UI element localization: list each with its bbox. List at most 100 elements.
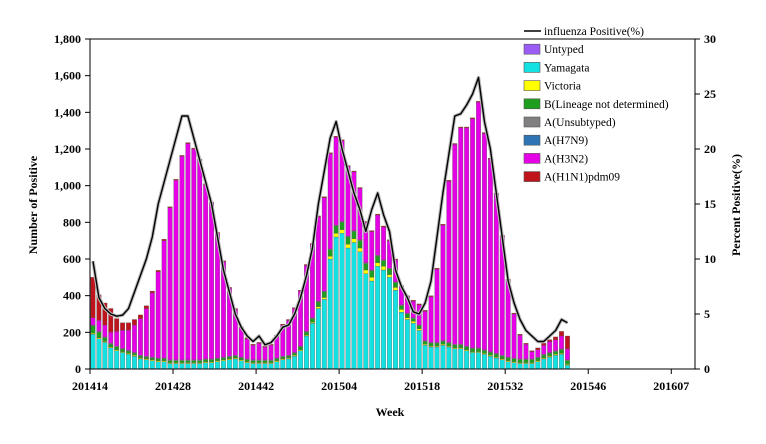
bar-segment-a-h1n1-pdm09-64	[470, 117, 475, 119]
bar-segment-a-h3n2--73	[523, 344, 529, 360]
legend-swatch-6	[523, 134, 541, 146]
legend-label-6: A(H7N9)	[544, 135, 588, 147]
bar-segment-b-lineage-not-determined--40	[327, 249, 333, 257]
bar-segment-yamagata-42	[339, 233, 345, 370]
y-tick-label-6: 1,200	[54, 142, 81, 156]
bar-segment-a-h1n1-pdm09-63	[464, 126, 470, 129]
y-tick-label-0: 0	[75, 362, 81, 376]
bar-segment-b-lineage-not-determined--55	[416, 325, 422, 329]
y2-tick-label-2: 10	[704, 252, 716, 266]
bar-segment-b-lineage-not-determined--46	[363, 263, 369, 271]
bar-segment-a-h3n2--65	[476, 102, 481, 349]
bar-segment-yamagata-45	[357, 251, 363, 370]
bar-segment-a-h3n2--75	[535, 349, 541, 358]
bar-segment-a-h1n1-pdm09-47	[369, 230, 375, 232]
bar-segment-a-h1n1-pdm09-74	[529, 350, 535, 352]
bar-segment-b-lineage-not-determined--25	[238, 357, 244, 360]
bar-segment-a-h1n1-pdm09-61	[452, 143, 458, 145]
bar-segment-b-lineage-not-determined--23	[226, 356, 232, 360]
bar-segment-a-h3n2--13	[167, 207, 173, 360]
bar-segment-yamagata-40	[327, 258, 333, 370]
x-tick-label-2: 201442	[238, 379, 274, 393]
bar-segment-victoria-40	[327, 256, 333, 260]
bar-segment-a-h1n1-pdm09-11	[155, 270, 161, 272]
bar-segment-victoria-55	[416, 328, 422, 331]
bar-segment-a-h3n2--47	[369, 231, 375, 271]
bar-segment-yamagata-68	[493, 357, 499, 370]
bar-segment-yamagata-20	[209, 362, 214, 370]
bar-segment-a-h3n2--11	[155, 271, 161, 359]
bar-segment-b-lineage-not-determined--22	[221, 357, 226, 360]
bar-segment-b-lineage-not-determined--48	[375, 256, 381, 263]
bar-segment-yamagata-9	[143, 359, 149, 370]
bar-segment-yamagata-14	[173, 363, 179, 370]
bar-segment-a-h1n1-pdm09-76	[541, 343, 547, 346]
legend-swatch-2	[523, 62, 541, 73]
bar-segment-a-h1n1-pdm09-54	[410, 300, 416, 302]
bar-segment-a-h1n1-pdm09-73	[523, 343, 529, 345]
legend-label-5: A(Unsubtyped)	[544, 117, 616, 129]
bar-segment-b-lineage-not-determined--61	[452, 345, 458, 349]
x-tick-label-0: 201414	[72, 379, 108, 393]
bar-segment-yamagata-43	[345, 247, 351, 370]
bar-segment-a-h1n1-pdm09-60	[446, 180, 452, 182]
bar-segment-yamagata-61	[452, 348, 458, 370]
bar-segment-a-h1n1-pdm09-7	[132, 319, 137, 326]
bar-segment-yamagata-28	[256, 363, 262, 370]
line-layer	[91, 75, 569, 347]
bar-segment-yamagata-24	[232, 358, 238, 370]
bar-segment-a-h3n2--38	[315, 216, 321, 302]
bar-segment-b-lineage-not-determined--54	[410, 318, 416, 322]
bar-segment-a-h1n1-pdm09-78	[553, 336, 559, 340]
bar-segment-a-h1n1-pdm09-62	[458, 126, 464, 129]
y2-tick-label-5: 25	[704, 87, 716, 101]
y-tick-label-9: 1,800	[54, 32, 81, 46]
bar-segment-b-lineage-not-determined--41	[333, 225, 339, 234]
bar-segment-a-h3n2--28	[256, 343, 262, 360]
bar-segment-b-lineage-not-determined--24	[232, 356, 238, 359]
bar-segment-b-lineage-not-determined--10	[149, 357, 155, 360]
bar-segment-yamagata-3	[108, 347, 114, 370]
bar-segment-yamagata-76	[541, 358, 547, 370]
bar-segment-yamagata-48	[375, 266, 381, 370]
y2-tick-label-4: 20	[704, 142, 716, 156]
bar-segment-a-h1n1-pdm09-3	[108, 308, 114, 333]
bar-segment-yamagata-66	[482, 354, 487, 370]
bar-segment-b-lineage-not-determined--43	[345, 236, 351, 245]
bar-segment-yamagata-33	[286, 358, 292, 370]
bar-segment-b-lineage-not-determined--63	[464, 346, 470, 350]
y2-axis-title: Percent Positive(%)	[729, 154, 743, 256]
bar-segment-yamagata-67	[487, 356, 493, 370]
bar-segment-b-lineage-not-determined--29	[262, 360, 268, 363]
bar-segment-yamagata-8	[138, 358, 143, 370]
bar-segment-a-h3n2--72	[517, 334, 523, 360]
bar-segment-yamagata-50	[387, 277, 392, 370]
legend-swatch-8	[523, 171, 541, 182]
bar-segment-b-lineage-not-determined--34	[292, 353, 298, 356]
bar-segment-b-lineage-not-determined--73	[523, 359, 529, 363]
bar-segment-yamagata-32	[280, 359, 286, 370]
bar-segment-b-lineage-not-determined--44	[351, 231, 357, 239]
y-tick-label-2: 400	[63, 289, 81, 303]
bar-segment-b-lineage-not-determined--51	[393, 282, 398, 288]
bar-segment-a-h3n2--4	[114, 331, 120, 347]
bar-segment-a-h3n2--74	[529, 351, 535, 360]
bar-segment-yamagata-80	[565, 365, 570, 370]
legend-swatch-5	[523, 116, 541, 128]
bar-segment-a-h1n1-pdm09-48	[375, 213, 381, 216]
bar-segment-a-h1n1-pdm09-58	[434, 268, 440, 270]
bar-segment-a-h1n1-pdm09-10	[149, 290, 155, 294]
bar-segment-a-h1n1-pdm09-14	[173, 179, 179, 181]
bar-segment-a-h3n2--8	[138, 318, 143, 356]
bar-segment-a-h3n2--62	[458, 127, 464, 345]
bar-segment-a-h3n2--14	[173, 180, 179, 360]
bar-segment-a-h1n1-pdm09-59	[440, 224, 446, 226]
bar-segment-yamagata-52	[398, 312, 404, 370]
bar-segment-b-lineage-not-determined--66	[482, 350, 487, 354]
legend-swatch-7	[523, 153, 541, 164]
bar-segment-b-lineage-not-determined--18	[197, 360, 203, 363]
x-tick-label-7: 201607	[653, 379, 689, 393]
bar-segment-yamagata-72	[517, 363, 523, 370]
bar-segment-yamagata-47	[369, 280, 375, 370]
